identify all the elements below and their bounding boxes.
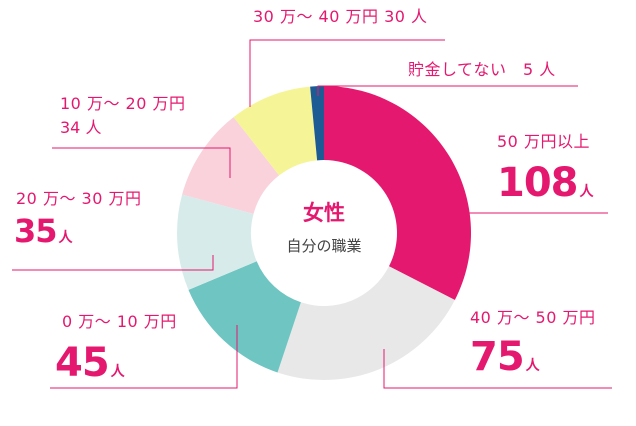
unit-50plus: 人 [579, 184, 594, 200]
leader-20-30 [12, 255, 214, 271]
label-10-20-value: 34 人 [60, 120, 101, 136]
donut-slice-6 [310, 86, 324, 161]
donut-slice-2 [188, 261, 301, 373]
center-title: 女性 [303, 201, 345, 225]
label-0-10-value: 45 人 [55, 343, 125, 383]
value-10-20: 34 [60, 118, 81, 137]
center-subtitle: 自分の職業 [286, 237, 362, 255]
unit-20-30: 人 [58, 230, 73, 246]
donut-slice-4 [182, 117, 280, 214]
leader-30-40 [249, 39, 445, 107]
unit-40-50: 人 [525, 358, 540, 374]
label-50plus-category: 50 万円以上 [497, 132, 590, 151]
label-no-savings: 貯金してない 5 人 [408, 60, 556, 79]
label-50plus-value: 108 人 [497, 163, 594, 203]
leader-40-50 [383, 349, 612, 389]
value-0-10: 45 [55, 340, 110, 386]
donut-slice-5 [233, 86, 318, 176]
donut-slice-3 [176, 194, 257, 290]
label-20-30-category: 20 万〜 30 万円 [16, 189, 142, 208]
donut-slice-0 [324, 86, 471, 300]
unit-10-20: 人 [85, 118, 102, 137]
leader-0-10 [50, 325, 238, 389]
value-20-30: 35 [14, 212, 58, 250]
value-50plus: 108 [497, 160, 578, 206]
donut-slices [176, 86, 471, 380]
label-30-40: 30 万〜 40 万円 30 人 [253, 7, 428, 26]
leader-10-20 [52, 147, 231, 178]
unit-0-10: 人 [110, 364, 125, 380]
label-40-50-category: 40 万〜 50 万円 [470, 308, 596, 327]
label-20-30-value: 35 人 [14, 215, 73, 247]
label-0-10-category: 0 万〜 10 万円 [62, 312, 177, 331]
donut-slice-1 [277, 266, 455, 380]
label-10-20-category: 10 万〜 20 万円 [60, 94, 186, 113]
label-40-50-value: 75 人 [470, 337, 540, 377]
leader-lines [12, 39, 612, 389]
value-40-50: 75 [470, 334, 525, 380]
leader-none [317, 85, 578, 96]
